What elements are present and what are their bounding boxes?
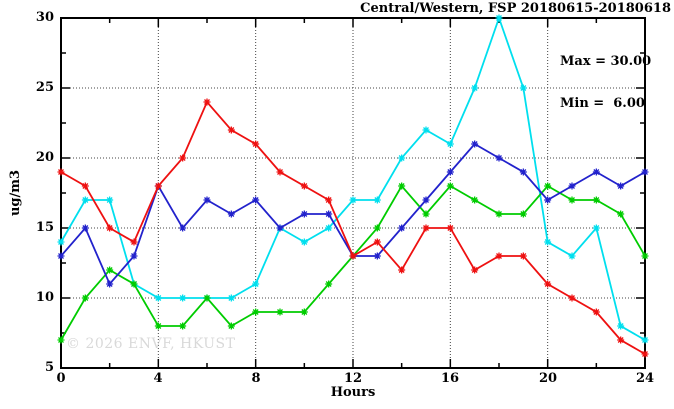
series-cyan-line	[57, 14, 649, 344]
gridlines	[61, 18, 645, 368]
blue-line-markers	[57, 140, 649, 288]
stats-box: Max = 30.00 Min = 6.00	[560, 27, 651, 139]
min-value-label: Min = 6.00	[560, 96, 645, 111]
watermark: © 2026 ENVF, HKUST	[66, 336, 236, 352]
x-tick-label-24: 24	[635, 371, 655, 386]
x-tick-label-0: 0	[56, 371, 66, 386]
x-tick-label-16: 16	[440, 371, 460, 386]
series-red-line	[57, 98, 649, 358]
x-tick-label-12: 12	[343, 371, 363, 386]
cyan-line-markers	[57, 14, 649, 344]
y-axis-title: ug/m3	[8, 169, 23, 217]
chart-title: Central/Western, FSP 20180615-20180618	[360, 1, 671, 16]
axis-ticks	[60, 17, 646, 369]
y-tick-label-15: 15	[35, 220, 54, 235]
plot-border	[60, 17, 646, 369]
y-tick-label-20: 20	[35, 150, 54, 165]
x-axis-title: Hours	[330, 385, 376, 400]
y-tick-label-30: 30	[35, 10, 54, 25]
x-tick-label-8: 8	[251, 371, 261, 386]
x-tick-label-20: 20	[538, 371, 558, 386]
y-tick-label-5: 5	[44, 360, 54, 375]
x-tick-label-4: 4	[153, 371, 163, 386]
green-line-markers	[57, 182, 649, 344]
red-line-markers	[57, 98, 649, 358]
max-value-label: Max = 30.00	[560, 54, 652, 69]
series-green-line	[57, 182, 649, 344]
y-tick-label-25: 25	[35, 80, 54, 95]
y-tick-label-10: 10	[35, 290, 54, 305]
